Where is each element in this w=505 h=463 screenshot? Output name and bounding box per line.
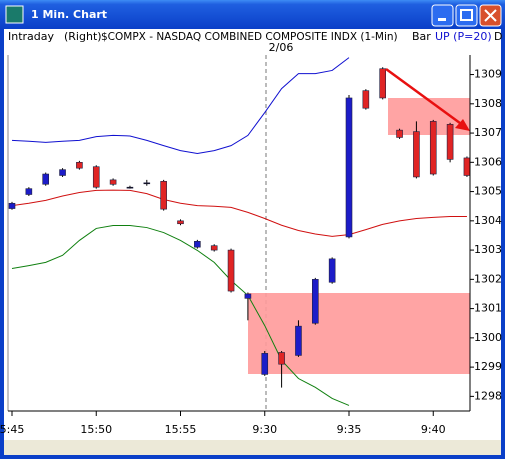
candle-body [210,245,218,251]
x-tick-label: 9:40 [421,423,446,436]
y-tick-label: 1298 [474,389,502,402]
window-title: 1 Min. Chart [31,8,107,21]
y-tick-label: 1303 [474,243,502,256]
candle-body [429,121,437,175]
x-tick-label: 15:50 [80,423,112,436]
x-tick-label: 9:35 [337,423,362,436]
candle-body [261,353,269,375]
window-buttons[interactable] [431,4,502,27]
trend-arrowhead [455,119,470,131]
chart-client [4,29,501,455]
candle-body [244,293,252,299]
y-tick-label: 1300 [474,331,502,344]
x-tick-label: 15:55 [165,423,197,436]
minimize-button[interactable] [431,4,454,27]
candle-body [278,352,285,365]
status-strip [4,440,501,455]
minimize-icon [438,18,446,21]
candle-body [463,157,470,176]
band-line [11,189,467,237]
candle-body [143,182,151,185]
y-tick-label: 1306 [474,155,502,168]
candle-body [126,186,134,189]
x-tick-label: 5:45 [0,423,24,436]
session-date: 2/06 [269,41,294,54]
title-bar [0,0,505,29]
candle-body [413,131,420,178]
candle-body [446,123,454,160]
candle-body [379,68,387,99]
y-tick-label: 1302 [474,272,502,285]
y-tick-label: 1308 [474,97,502,110]
candle-body [92,166,100,188]
zone-lower [248,293,470,374]
close-icon [484,9,497,22]
y-tick-label: 1301 [474,302,502,315]
candle-body [160,181,167,210]
header-symbol: $COMPX - NASDAQ COMBINED COMPOSITE INDX … [101,31,398,43]
maximize-icon [460,9,473,21]
candle-body [76,162,83,169]
header-side: (Right) [64,30,102,43]
candle-body [311,279,319,324]
band-line [11,57,350,155]
trend-arrow [385,67,465,128]
plot-area [8,57,470,406]
candle-body [295,325,302,356]
candle-body [328,258,336,283]
y-tick-label: 1307 [474,126,502,139]
candle-body [25,188,33,195]
candle-body [177,220,184,225]
header-style: Bar [412,30,431,43]
header-extra: D [494,30,502,43]
y-tick-label: 1309 [474,68,502,81]
y-tick-label: 1304 [474,214,502,227]
app-icon [5,5,24,24]
candle-body [8,202,16,209]
zone-upper [388,98,470,135]
candle-body [59,169,66,176]
x-tick-label: 9:30 [252,423,277,436]
candle-body [362,90,370,109]
y-tick-label: 1299 [474,360,502,373]
header-mode: Intraday [8,30,55,43]
y-tick-label: 1305 [474,185,502,198]
band-line [11,225,350,406]
candle-body [109,179,117,185]
candle-body [227,249,235,292]
candle-body [396,129,403,138]
candle-body [42,173,50,185]
maximize-button[interactable] [455,4,478,27]
candle-body [345,97,353,238]
header-indicator: UP (P=20) [435,30,492,43]
candle-body [194,241,201,248]
